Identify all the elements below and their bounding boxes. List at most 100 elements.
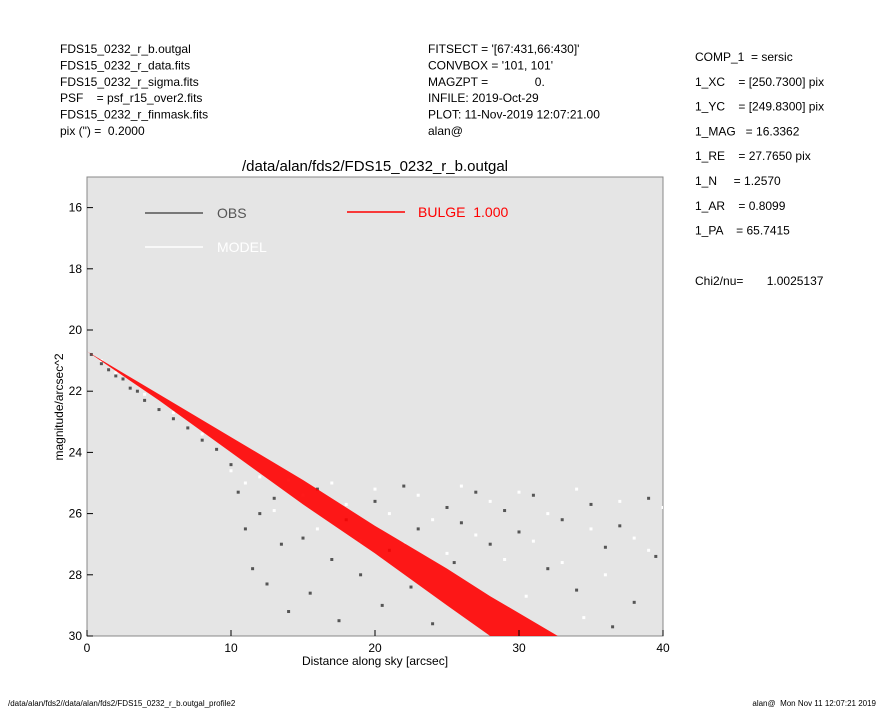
y-tick-label: 16 bbox=[69, 201, 83, 215]
data-point bbox=[431, 622, 435, 626]
data-point bbox=[258, 475, 262, 479]
data-point bbox=[503, 558, 507, 561]
header-left-line: pix (") = 0.2000 bbox=[60, 124, 145, 138]
header-left-line: PSF = psf_r15_over2.fits bbox=[60, 91, 202, 105]
data-point bbox=[474, 533, 478, 537]
footer-left: /data/alan/fds2//data/alan/fds2/FDS15_02… bbox=[8, 699, 236, 708]
data-point bbox=[654, 554, 658, 558]
data-point bbox=[308, 591, 312, 595]
legend-label: OBS bbox=[217, 205, 247, 221]
data-point bbox=[647, 496, 651, 500]
data-point bbox=[531, 539, 535, 543]
data-point bbox=[431, 518, 435, 522]
data-point bbox=[611, 625, 615, 629]
data-point bbox=[618, 499, 622, 503]
data-point bbox=[524, 594, 528, 598]
data-point bbox=[337, 619, 341, 623]
data-point bbox=[171, 417, 175, 421]
data-point bbox=[373, 487, 377, 491]
data-point bbox=[186, 426, 190, 430]
x-axis-label: Distance along sky [arcsec] bbox=[302, 654, 448, 668]
data-point bbox=[229, 469, 233, 473]
data-point bbox=[200, 432, 204, 436]
data-point bbox=[114, 371, 118, 375]
data-point bbox=[459, 484, 463, 488]
header-middle-line: PLOT: 11-Nov-2019 12:07:21.00 bbox=[428, 108, 600, 122]
x-tick-label: 20 bbox=[368, 641, 382, 655]
data-point bbox=[135, 389, 139, 393]
data-point bbox=[236, 490, 240, 494]
fit-parameter: 1_AR = 0.8099 bbox=[695, 199, 786, 213]
plot bbox=[87, 351, 663, 636]
data-point bbox=[618, 524, 622, 528]
data-point bbox=[517, 530, 521, 534]
data-point bbox=[272, 509, 276, 513]
data-point bbox=[503, 509, 507, 513]
data-point bbox=[243, 527, 247, 531]
fit-parameter: 1_PA = 65.7415 bbox=[695, 224, 790, 238]
chart-title: /data/alan/fds2/FDS15_0232_r_b.outgal bbox=[242, 158, 508, 175]
data-point bbox=[272, 496, 276, 500]
data-point bbox=[157, 408, 161, 412]
data-point bbox=[301, 536, 305, 540]
data-point bbox=[315, 527, 319, 531]
y-tick-label: 26 bbox=[69, 507, 83, 521]
data-point bbox=[373, 499, 377, 503]
data-point bbox=[474, 490, 478, 494]
data-point bbox=[287, 610, 291, 614]
y-tick-label: 28 bbox=[69, 568, 83, 582]
fit-parameter: 1_XC = [250.7300] pix bbox=[695, 75, 824, 89]
bulge-band bbox=[87, 351, 558, 636]
data-point bbox=[632, 600, 636, 604]
data-point bbox=[143, 398, 147, 402]
data-point bbox=[215, 447, 219, 451]
data-point bbox=[546, 567, 550, 571]
data-point bbox=[589, 527, 593, 531]
data-point bbox=[459, 521, 463, 525]
data-point bbox=[560, 561, 564, 565]
data-point bbox=[279, 542, 283, 546]
x-tick-label: 0 bbox=[84, 641, 91, 655]
data-point bbox=[452, 561, 456, 565]
data-point bbox=[330, 481, 334, 485]
header-middle-line: INFILE: 2019-Oct-29 bbox=[428, 91, 539, 105]
y-tick-label: 24 bbox=[69, 445, 83, 459]
x-tick-label: 30 bbox=[512, 641, 526, 655]
data-point bbox=[107, 368, 111, 372]
data-point bbox=[229, 463, 233, 467]
legend-label: BULGE 1.000 bbox=[418, 204, 508, 220]
chi2: Chi2/nu= 1.0025137 bbox=[695, 274, 824, 288]
header-middle-line: CONVBOX = '101, 101' bbox=[428, 58, 553, 72]
data-point bbox=[661, 505, 663, 509]
data-point bbox=[99, 362, 103, 366]
data-point bbox=[114, 374, 118, 378]
data-point bbox=[380, 603, 384, 607]
data-point bbox=[589, 502, 593, 506]
fit-parameter: COMP_1 = sersic bbox=[695, 50, 793, 64]
data-point bbox=[546, 512, 550, 516]
header-middle-line: alan@ bbox=[428, 124, 463, 138]
data-point bbox=[416, 527, 420, 531]
data-point bbox=[445, 505, 449, 509]
header-left-line: FDS15_0232_r_sigma.fits bbox=[60, 75, 199, 89]
data-point bbox=[560, 518, 564, 522]
y-tick-label: 20 bbox=[69, 323, 83, 337]
header-left-line: FDS15_0232_r_finmask.fits bbox=[60, 108, 208, 122]
x-tick-label: 10 bbox=[224, 641, 238, 655]
data-point bbox=[517, 490, 521, 494]
data-point bbox=[647, 548, 651, 552]
y-axis-label: magnitude/arcsec^2 bbox=[52, 353, 66, 460]
header-left-line: FDS15_0232_r_data.fits bbox=[60, 58, 190, 72]
header-left-line: FDS15_0232_r_b.outgal bbox=[60, 42, 191, 56]
x-tick-label: 40 bbox=[656, 641, 670, 655]
data-point bbox=[265, 582, 269, 586]
data-point bbox=[575, 588, 579, 592]
data-point bbox=[121, 377, 125, 381]
data-point bbox=[315, 487, 319, 491]
y-tick-label: 22 bbox=[69, 384, 83, 398]
plot-area bbox=[86, 176, 664, 637]
data-point bbox=[330, 558, 334, 561]
data-point bbox=[359, 573, 363, 577]
fit-parameter: 1_YC = [249.8300] pix bbox=[695, 100, 824, 114]
data-point bbox=[603, 545, 607, 549]
